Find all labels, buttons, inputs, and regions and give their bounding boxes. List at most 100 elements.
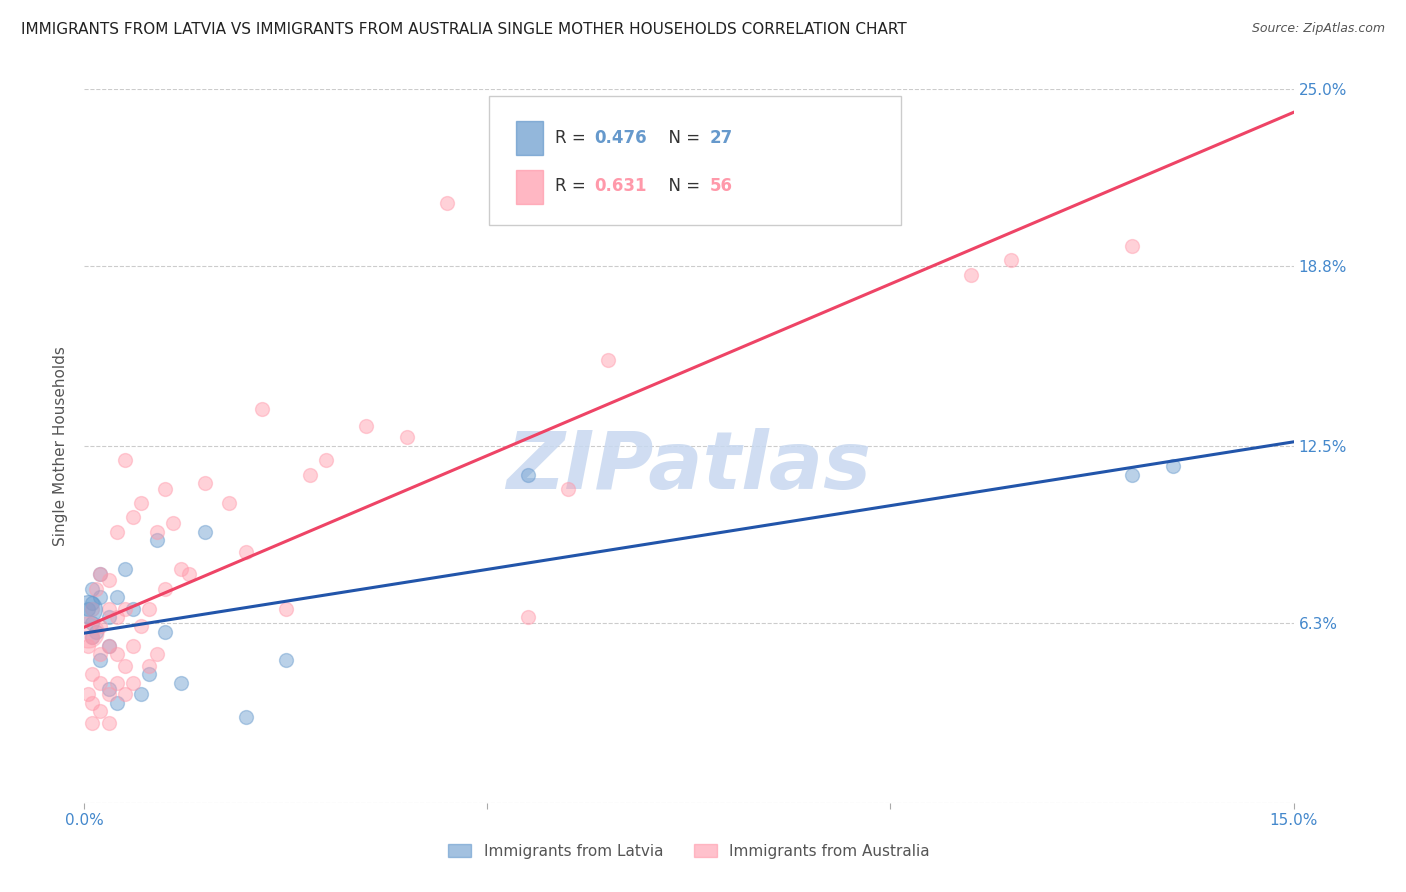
Point — [97, 610, 120, 624]
Point — [89, 591, 111, 605]
Point — [77, 639, 100, 653]
Legend: Immigrants from Latvia, Immigrants from Australia: Immigrants from Latvia, Immigrants from … — [441, 836, 936, 866]
Point — [121, 639, 143, 653]
Point — [436, 196, 458, 211]
Point — [299, 467, 322, 482]
Point — [598, 353, 620, 368]
Point — [82, 601, 104, 615]
Point — [960, 268, 983, 282]
Point — [395, 430, 418, 444]
Point — [82, 715, 104, 730]
Point — [77, 624, 100, 639]
Text: R =: R = — [555, 128, 591, 146]
Point — [138, 658, 160, 673]
Point — [146, 648, 169, 662]
Point — [194, 524, 217, 539]
Point — [105, 696, 128, 710]
Point — [114, 562, 136, 576]
Point — [97, 639, 120, 653]
Point — [89, 567, 111, 582]
Point — [129, 619, 152, 633]
Point — [105, 524, 128, 539]
Point — [1000, 253, 1022, 268]
Point — [105, 648, 128, 662]
Point — [97, 639, 120, 653]
Point — [557, 482, 579, 496]
Point — [218, 496, 240, 510]
Text: 0.476: 0.476 — [595, 128, 647, 146]
FancyBboxPatch shape — [489, 96, 901, 225]
Point — [97, 715, 120, 730]
Point — [179, 567, 201, 582]
FancyBboxPatch shape — [516, 120, 543, 155]
Point — [97, 573, 120, 587]
Point — [194, 476, 217, 491]
Point — [89, 567, 111, 582]
Point — [153, 582, 176, 596]
Point — [82, 630, 104, 644]
Point — [97, 601, 120, 615]
Point — [86, 624, 108, 639]
Point — [82, 667, 104, 681]
Point — [274, 601, 297, 615]
Point — [82, 596, 104, 610]
Text: IMMIGRANTS FROM LATVIA VS IMMIGRANTS FROM AUSTRALIA SINGLE MOTHER HOUSEHOLDS COR: IMMIGRANTS FROM LATVIA VS IMMIGRANTS FRO… — [21, 22, 907, 37]
Point — [77, 687, 100, 701]
Point — [114, 658, 136, 673]
Point — [105, 610, 128, 624]
Point — [170, 562, 193, 576]
Point — [89, 705, 111, 719]
Point — [82, 615, 104, 630]
Point — [516, 467, 538, 482]
Y-axis label: Single Mother Households: Single Mother Households — [53, 346, 69, 546]
Point — [516, 610, 538, 624]
Point — [274, 653, 297, 667]
Point — [97, 687, 120, 701]
FancyBboxPatch shape — [516, 169, 543, 204]
Point — [1161, 458, 1184, 473]
Point — [86, 582, 108, 596]
Point — [1121, 467, 1143, 482]
Point — [105, 591, 128, 605]
Point — [146, 533, 169, 548]
Text: N =: N = — [658, 128, 704, 146]
Point — [77, 601, 100, 615]
Point — [235, 710, 257, 724]
Point — [82, 696, 104, 710]
Point — [114, 601, 136, 615]
Point — [129, 687, 152, 701]
Point — [170, 676, 193, 690]
Point — [89, 648, 111, 662]
Point — [146, 524, 169, 539]
Point — [114, 453, 136, 467]
Text: 27: 27 — [710, 128, 733, 146]
Point — [250, 401, 273, 416]
Point — [138, 601, 160, 615]
Point — [114, 687, 136, 701]
Text: ZIPatlas: ZIPatlas — [506, 428, 872, 507]
Text: 56: 56 — [710, 177, 733, 194]
Point — [97, 681, 120, 696]
Point — [89, 653, 111, 667]
Point — [235, 544, 257, 558]
Point — [153, 624, 176, 639]
Point — [121, 676, 143, 690]
Text: Source: ZipAtlas.com: Source: ZipAtlas.com — [1251, 22, 1385, 36]
Point — [82, 582, 104, 596]
Text: N =: N = — [658, 177, 704, 194]
Point — [356, 419, 378, 434]
Point — [153, 482, 176, 496]
Point — [121, 510, 143, 524]
Point — [89, 619, 111, 633]
Text: 0.631: 0.631 — [595, 177, 647, 194]
Point — [89, 676, 111, 690]
Point — [105, 676, 128, 690]
Point — [129, 496, 152, 510]
Point — [162, 516, 184, 530]
Point — [121, 601, 143, 615]
Point — [77, 601, 100, 615]
Text: R =: R = — [555, 177, 591, 194]
Point — [315, 453, 337, 467]
Point — [138, 667, 160, 681]
Point — [82, 630, 104, 644]
